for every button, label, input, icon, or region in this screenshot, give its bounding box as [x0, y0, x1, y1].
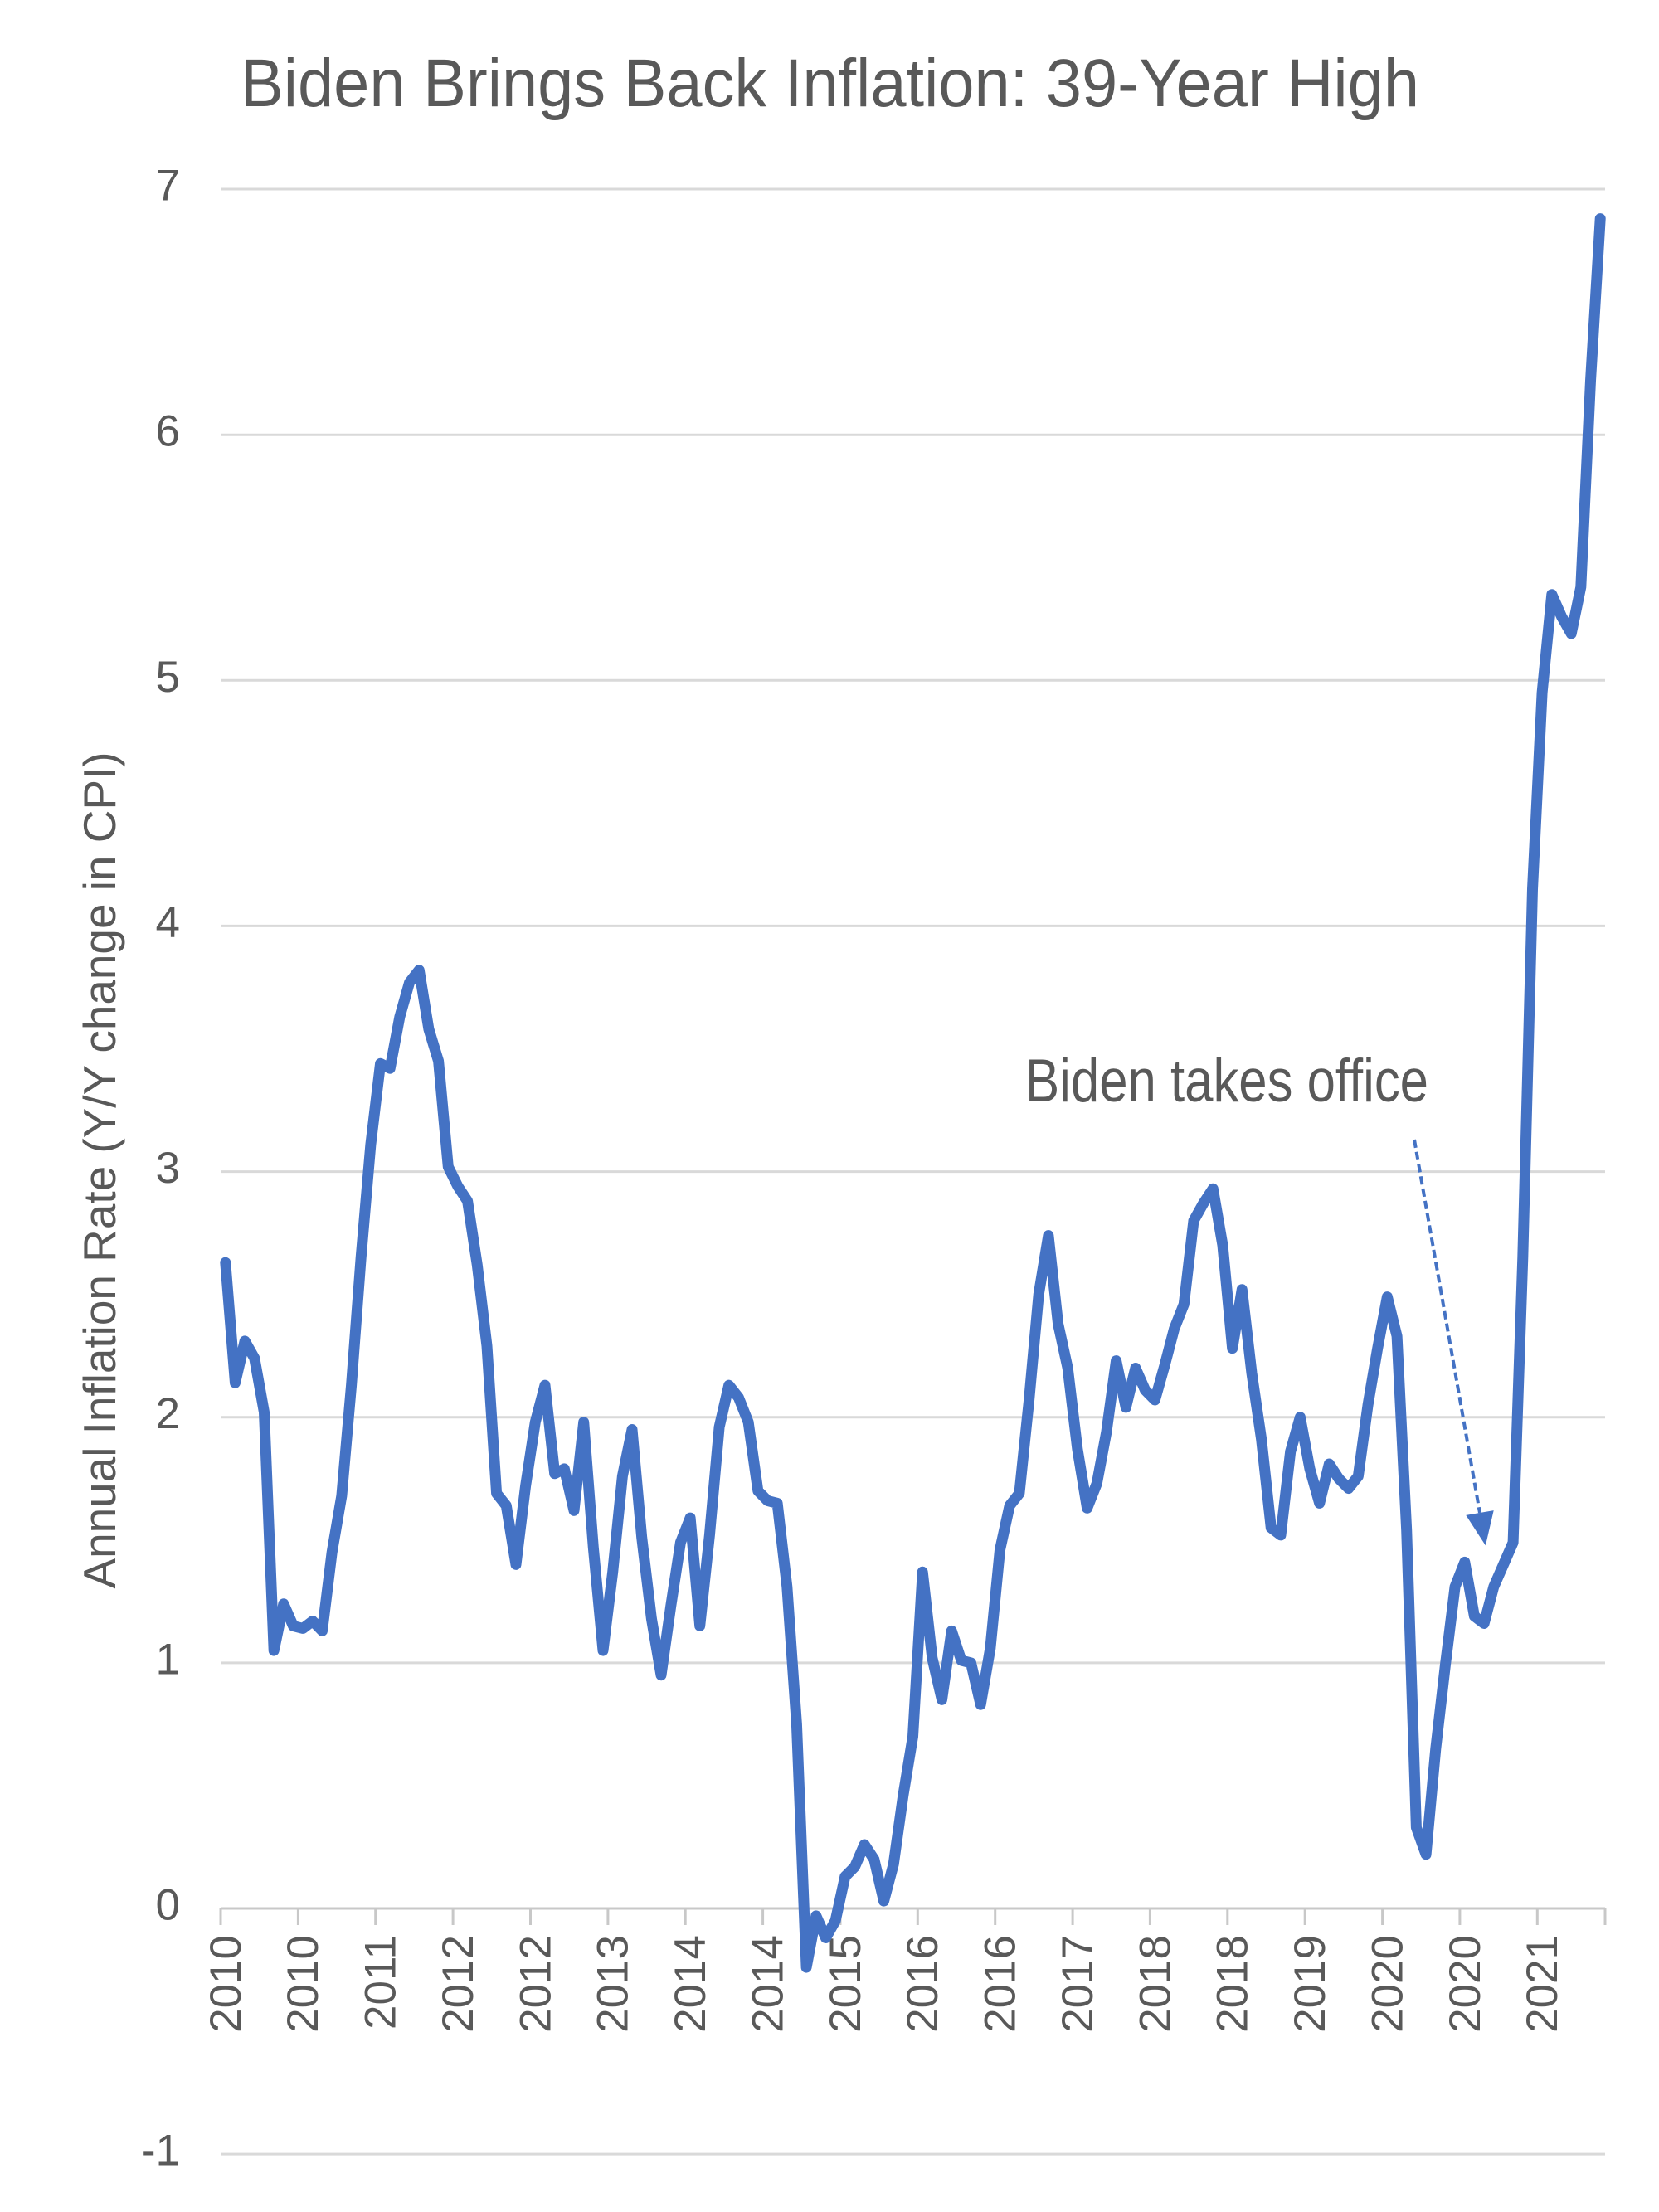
svg-text:5: 5 — [156, 653, 180, 702]
svg-text:2019: 2019 — [1286, 1935, 1335, 2033]
svg-text:2: 2 — [156, 1389, 180, 1438]
svg-text:2021: 2021 — [1518, 1935, 1567, 2033]
svg-text:2017: 2017 — [1053, 1935, 1102, 2033]
svg-text:Biden takes office: Biden takes office — [1025, 1048, 1428, 1115]
svg-text:2015: 2015 — [821, 1935, 870, 2033]
svg-text:4: 4 — [156, 898, 180, 947]
svg-text:2010: 2010 — [202, 1935, 251, 2033]
svg-text:2014: 2014 — [666, 1935, 715, 2033]
svg-text:2011: 2011 — [357, 1935, 406, 2030]
svg-text:7: 7 — [156, 162, 180, 211]
svg-text:2010: 2010 — [279, 1935, 328, 2033]
svg-text:2016: 2016 — [976, 1935, 1025, 2033]
svg-text:2018: 2018 — [1131, 1935, 1180, 2033]
svg-text:2016: 2016 — [898, 1935, 947, 2033]
svg-text:2012: 2012 — [511, 1935, 560, 2033]
svg-text:Annual Inflation Rate (Y/Y cha: Annual Inflation Rate (Y/Y change in CPI… — [74, 752, 125, 1589]
svg-text:2012: 2012 — [434, 1935, 483, 2033]
svg-text:6: 6 — [156, 407, 180, 456]
svg-text:2018: 2018 — [1209, 1935, 1258, 2033]
svg-text:Biden Brings Back Inflation: 3: Biden Brings Back Inflation: 39-Year Hig… — [241, 46, 1419, 121]
svg-text:2020: 2020 — [1441, 1935, 1490, 2033]
svg-text:3: 3 — [156, 1144, 180, 1193]
svg-text:2020: 2020 — [1363, 1935, 1412, 2033]
svg-text:1: 1 — [156, 1635, 180, 1684]
svg-text:0: 0 — [156, 1881, 180, 1930]
svg-text:2013: 2013 — [589, 1935, 638, 2033]
svg-text:2014: 2014 — [743, 1935, 792, 2033]
svg-text:-1: -1 — [141, 2127, 180, 2176]
